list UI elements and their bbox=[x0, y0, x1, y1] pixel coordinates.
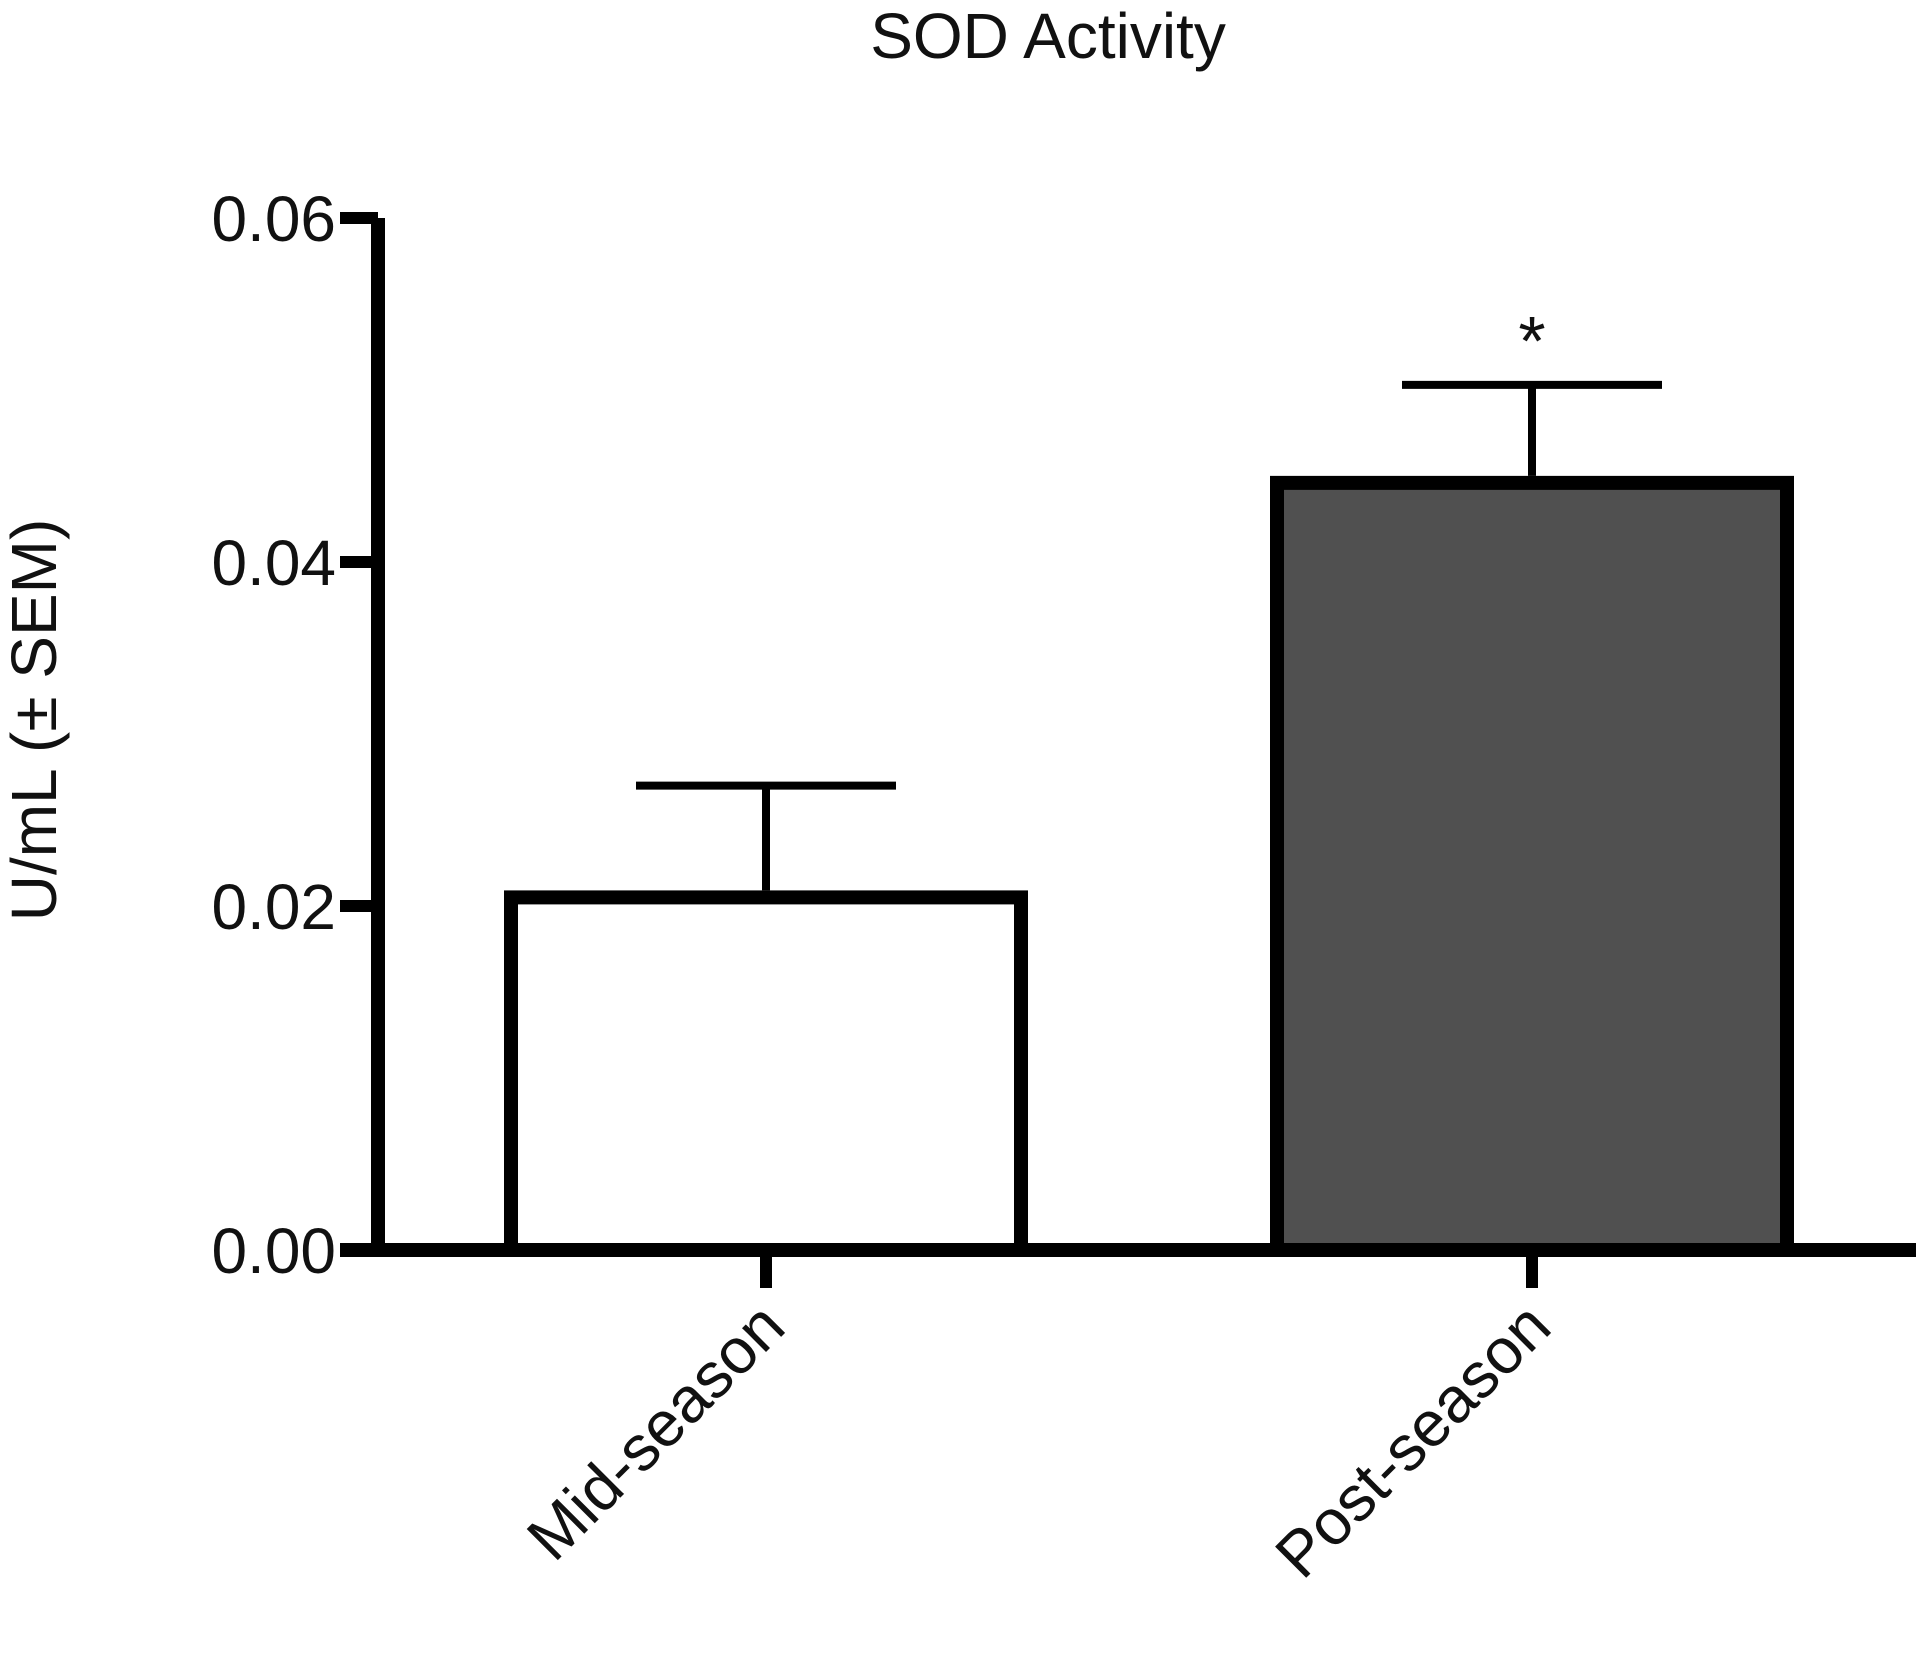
x-tick-label-mid-season: Mid-season bbox=[513, 1289, 798, 1574]
y-tick-label: 0.00 bbox=[211, 1215, 336, 1287]
x-tick-label-post-season: Post-season bbox=[1261, 1289, 1563, 1591]
bar-mid-season bbox=[504, 890, 1028, 1258]
plot-area: * 0.00 0.02 0.04 0.06 Mid-season Post-season bbox=[211, 183, 1916, 1591]
significance-marker: * bbox=[1518, 302, 1545, 380]
y-tick-label: 0.04 bbox=[211, 527, 336, 599]
y-axis-title: U/mL (± SEM) bbox=[0, 519, 70, 922]
y-tick-label: 0.06 bbox=[211, 183, 336, 255]
bar-post-season bbox=[1270, 475, 1794, 1257]
y-tick-label: 0.02 bbox=[211, 871, 336, 943]
chart-title: SOD Activity bbox=[870, 0, 1226, 72]
